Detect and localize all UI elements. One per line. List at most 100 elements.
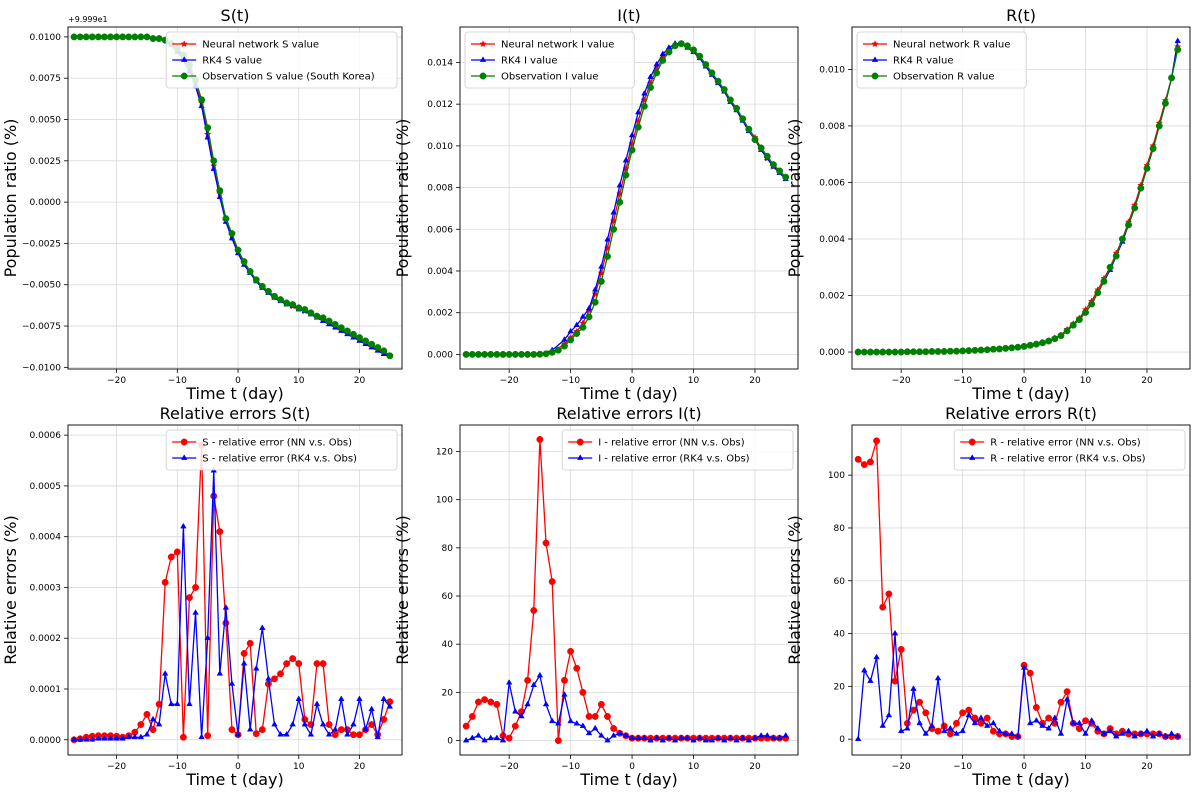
data-point: [634, 123, 642, 131]
data-point: [1149, 732, 1157, 739]
data-point: [283, 660, 291, 668]
data-point: [757, 732, 765, 738]
y-tick-label: 20: [834, 682, 846, 692]
data-point: [343, 327, 351, 335]
data-point: [947, 724, 954, 731]
data-point: [155, 720, 163, 727]
data-point: [764, 732, 771, 738]
chart-title: S(t): [221, 6, 250, 25]
legend-label: S - relative error (RK4 v.s. Obs): [202, 454, 357, 465]
y-tick-label: −0.0075: [22, 322, 61, 332]
y-axis-label: Relative errors (%): [785, 515, 804, 664]
data-point: [1008, 344, 1016, 352]
data-point: [289, 655, 297, 662]
data-point: [469, 734, 476, 740]
data-point: [83, 736, 90, 742]
legend-box: [856, 31, 1027, 89]
data-point: [885, 348, 893, 356]
data-point: [1162, 732, 1169, 739]
data-point: [561, 342, 568, 350]
data-point: [1106, 727, 1114, 734]
y-tick-label: 80: [834, 524, 846, 534]
data-point: [493, 350, 501, 358]
legend-label: I - relative error (NN v.s. Obs): [598, 438, 745, 449]
series-triangle-2: [854, 629, 1181, 742]
data-point: [751, 136, 759, 144]
y-tick-label: 0.014: [427, 58, 453, 68]
legend-marker: [479, 56, 487, 62]
y-tick-label: −0.0100: [22, 363, 61, 373]
data-point: [380, 347, 388, 355]
data-point: [1143, 164, 1151, 172]
data-point: [990, 719, 997, 726]
legend-marker: [968, 454, 976, 460]
legend-label: RK4 R value: [893, 56, 954, 67]
data-point: [356, 695, 363, 702]
data-point: [647, 84, 654, 91]
data-point: [512, 707, 519, 714]
data-point: [1008, 730, 1016, 736]
legend-marker: [180, 56, 188, 62]
series-circle-3: [854, 46, 1182, 356]
y-tick-label: 80: [442, 544, 454, 554]
data-point: [295, 304, 303, 312]
y-tick-label: 0.010: [819, 65, 845, 75]
legend-label: Observation I value: [501, 72, 599, 83]
data-point: [155, 35, 163, 43]
data-point: [252, 276, 260, 284]
legend-box: [165, 429, 398, 471]
data-point: [295, 695, 302, 702]
data-point: [922, 348, 930, 356]
data-point: [561, 336, 568, 342]
data-point: [604, 736, 611, 743]
data-point: [1082, 717, 1089, 725]
data-point: [234, 730, 242, 737]
data-point: [628, 146, 636, 154]
legend-label: Neural network R value: [893, 40, 1010, 51]
data-point: [567, 647, 575, 655]
data-point: [137, 33, 145, 41]
y-tick-label: 0.0000: [30, 198, 62, 208]
data-point: [1119, 730, 1126, 736]
data-point: [356, 334, 363, 342]
y-tick-label: 20: [442, 688, 454, 698]
data-point: [518, 350, 525, 358]
data-point: [597, 700, 605, 708]
data-point: [511, 722, 519, 730]
data-point: [499, 350, 507, 358]
data-point: [678, 734, 685, 740]
data-point: [518, 712, 525, 719]
data-point: [561, 691, 568, 697]
data-point: [475, 732, 482, 738]
data-point: [739, 734, 746, 740]
data-point: [776, 734, 783, 740]
data-point: [860, 461, 868, 469]
data-point: [769, 161, 777, 169]
data-point: [505, 734, 513, 742]
data-point: [910, 348, 917, 356]
data-point: [977, 346, 985, 354]
legend-marker: [576, 454, 584, 460]
data-point: [259, 624, 266, 630]
data-point: [143, 710, 151, 718]
data-point: [1131, 732, 1138, 739]
legend-label: Observation R value: [893, 72, 995, 83]
data-point: [1032, 340, 1040, 348]
data-point: [1045, 724, 1052, 731]
data-point: [283, 299, 291, 307]
data-point: [1088, 300, 1096, 308]
data-point: [879, 603, 887, 611]
data-point: [149, 35, 157, 43]
y-tick-label: 120: [436, 447, 453, 457]
data-point: [653, 60, 660, 67]
legend-box: [464, 31, 635, 89]
data-point: [1082, 730, 1089, 736]
legend-label: Observation S value (South Korea): [202, 72, 375, 83]
y-tick-label: 0.0003: [30, 583, 62, 593]
data-point: [228, 726, 236, 734]
data-point: [989, 345, 997, 353]
data-point: [511, 350, 519, 358]
data-point: [1026, 341, 1034, 349]
axis-offset-label: +9.999e1: [68, 15, 108, 24]
y-tick-label: 0.0100: [30, 33, 62, 43]
